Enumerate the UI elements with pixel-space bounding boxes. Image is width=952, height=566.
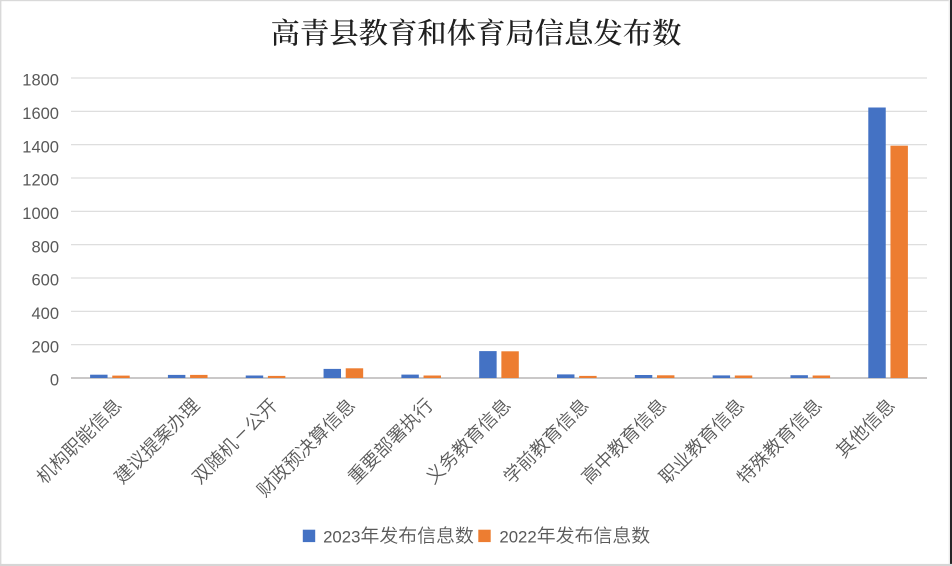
svg-text:200: 200 — [31, 338, 59, 356]
svg-text:2022: 2022 — [499, 527, 536, 546]
svg-text:1200: 1200 — [22, 172, 59, 190]
svg-text:400: 400 — [31, 305, 59, 323]
svg-text:1600: 1600 — [22, 105, 59, 123]
svg-text:800: 800 — [31, 238, 59, 256]
svg-text:2023: 2023 — [323, 527, 360, 546]
svg-text:1000: 1000 — [22, 205, 59, 223]
svg-text:0: 0 — [50, 372, 59, 390]
svg-text:1400: 1400 — [22, 138, 59, 156]
svg-text:600: 600 — [31, 272, 59, 290]
svg-text:1800: 1800 — [22, 72, 59, 90]
